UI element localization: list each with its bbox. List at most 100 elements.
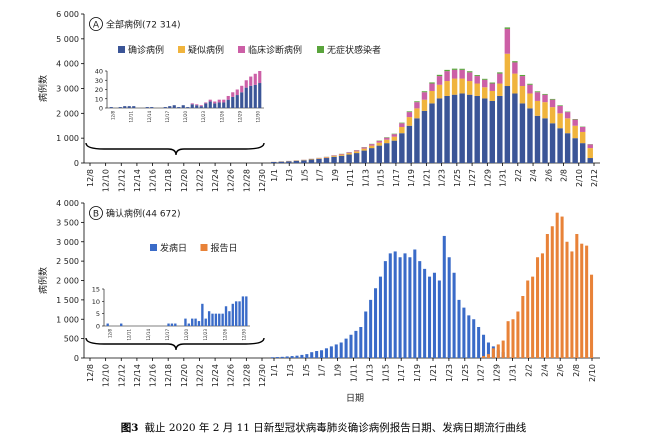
bar-confirmed xyxy=(399,133,405,163)
bar-clinical xyxy=(384,137,390,140)
x-tick-label: 1/3 xyxy=(285,169,294,182)
bar-report xyxy=(506,321,510,358)
bar-suspected xyxy=(489,90,495,101)
bar-suspected xyxy=(519,86,526,104)
x-tick-label: 1/25 xyxy=(461,364,470,382)
x-tick-label: 1/7 xyxy=(316,169,325,182)
y-tick-label: 1 000 xyxy=(56,134,79,143)
bar-confirmed xyxy=(519,103,526,163)
inset-x-tick-label: 12/20 xyxy=(184,329,189,341)
inset-bar-onset xyxy=(207,311,211,326)
inset-bar-confirmed xyxy=(195,105,199,108)
x-tick-label: 1/27 xyxy=(477,364,486,382)
bar-report xyxy=(536,257,540,358)
x-tick-label: 1/19 xyxy=(413,364,422,382)
bar-onset xyxy=(305,354,309,358)
x-tick-label: 2/4 xyxy=(529,169,538,182)
bar-suspected xyxy=(338,154,345,156)
bar-confirmed xyxy=(331,156,337,163)
bar-asymptomatic xyxy=(549,98,556,100)
x-tick-label: 1/1 xyxy=(270,169,279,182)
bar-confirmed xyxy=(527,108,533,163)
bar-asymptomatic xyxy=(557,105,563,106)
inset-bar-other xyxy=(244,80,248,88)
bar-clinical xyxy=(436,76,443,85)
inset-bar-other xyxy=(249,76,253,86)
x-tick-label: 2/6 xyxy=(556,364,565,377)
inset-bar-confirmed xyxy=(190,104,194,108)
bar-clinical xyxy=(549,99,556,108)
inset-bar-other xyxy=(226,95,230,100)
x-tick-label: 2/8 xyxy=(560,169,569,182)
y-tick-label: 1 500 xyxy=(56,296,79,305)
bar-onset xyxy=(432,272,436,358)
x-tick-label: 12/16 xyxy=(149,364,158,387)
x-tick-label: 1/31 xyxy=(499,169,508,187)
bar-suspected xyxy=(482,87,488,99)
bar-report xyxy=(570,251,574,358)
bar-onset xyxy=(398,257,402,358)
bar-report xyxy=(580,243,584,358)
x-tick-label: 12/24 xyxy=(211,364,220,387)
bar-confirmed xyxy=(376,145,382,163)
x-tick-label: 1/9 xyxy=(334,364,343,377)
bar-clinical xyxy=(414,102,420,109)
x-tick-label: 12/8 xyxy=(86,364,95,382)
bar-confirmed xyxy=(406,125,413,163)
bar-confirmed xyxy=(414,118,420,163)
inset-y-tick-label: 15 xyxy=(92,286,100,294)
inset-bar-other xyxy=(195,104,199,106)
bar-report xyxy=(590,274,594,358)
bar-asymptomatic xyxy=(429,82,435,84)
bar-asymptomatic xyxy=(399,122,405,124)
x-tick-label: 1/7 xyxy=(318,364,327,377)
bar-clinical xyxy=(376,140,382,143)
bar-onset xyxy=(403,253,407,358)
panel-label-circle xyxy=(89,206,103,220)
bar-confirmed xyxy=(549,123,556,163)
x-tick-label: 1/31 xyxy=(509,364,518,382)
bar-suspected xyxy=(444,81,450,96)
bar-confirmed xyxy=(421,110,428,163)
inset-bar-other xyxy=(231,92,235,97)
bar-onset xyxy=(477,327,481,358)
bar-confirmed xyxy=(353,153,360,163)
bar-suspected xyxy=(466,81,473,95)
inset-bar-confirmed xyxy=(199,106,203,108)
x-tick-label: 1/9 xyxy=(331,169,340,182)
y-axis-label: 病例数 xyxy=(37,75,49,102)
x-tick-label: 12/16 xyxy=(149,169,158,192)
x-tick-label: 1/13 xyxy=(365,364,374,382)
bar-onset xyxy=(408,257,412,358)
bar-onset xyxy=(482,334,486,358)
inset-y-tick-label: 0 xyxy=(96,323,100,331)
bar-confirmed xyxy=(293,160,300,163)
bar-suspected xyxy=(512,73,518,94)
bar-onset xyxy=(418,261,422,358)
x-tick-label: 12/28 xyxy=(242,364,251,387)
bar-onset xyxy=(364,311,368,358)
december-brace xyxy=(85,142,265,156)
legend-swatch xyxy=(178,46,185,53)
bar-clinical xyxy=(444,71,450,82)
bar-asymptomatic xyxy=(466,71,473,73)
bar-confirmed xyxy=(369,148,375,163)
bar-report xyxy=(565,241,569,358)
bar-report xyxy=(526,280,530,358)
bar-onset xyxy=(354,330,358,358)
inset-bar-onset xyxy=(218,313,221,326)
bar-suspected xyxy=(451,78,458,95)
bar-confirmed xyxy=(338,155,345,163)
bar-suspected xyxy=(557,113,563,129)
x-tick-label: 1/23 xyxy=(445,364,454,382)
y-tick-label: 4 000 xyxy=(56,60,79,69)
bar-confirmed xyxy=(444,95,450,163)
inset-bar-confirmed xyxy=(208,101,212,108)
inset-bar-other xyxy=(217,99,221,103)
legend-label: 发病日 xyxy=(160,242,187,254)
bar-confirmed xyxy=(542,118,548,163)
bar-confirmed xyxy=(504,86,511,163)
bar-onset xyxy=(437,280,441,358)
bar-suspected xyxy=(527,93,533,109)
x-tick-label: 12/14 xyxy=(133,169,142,192)
